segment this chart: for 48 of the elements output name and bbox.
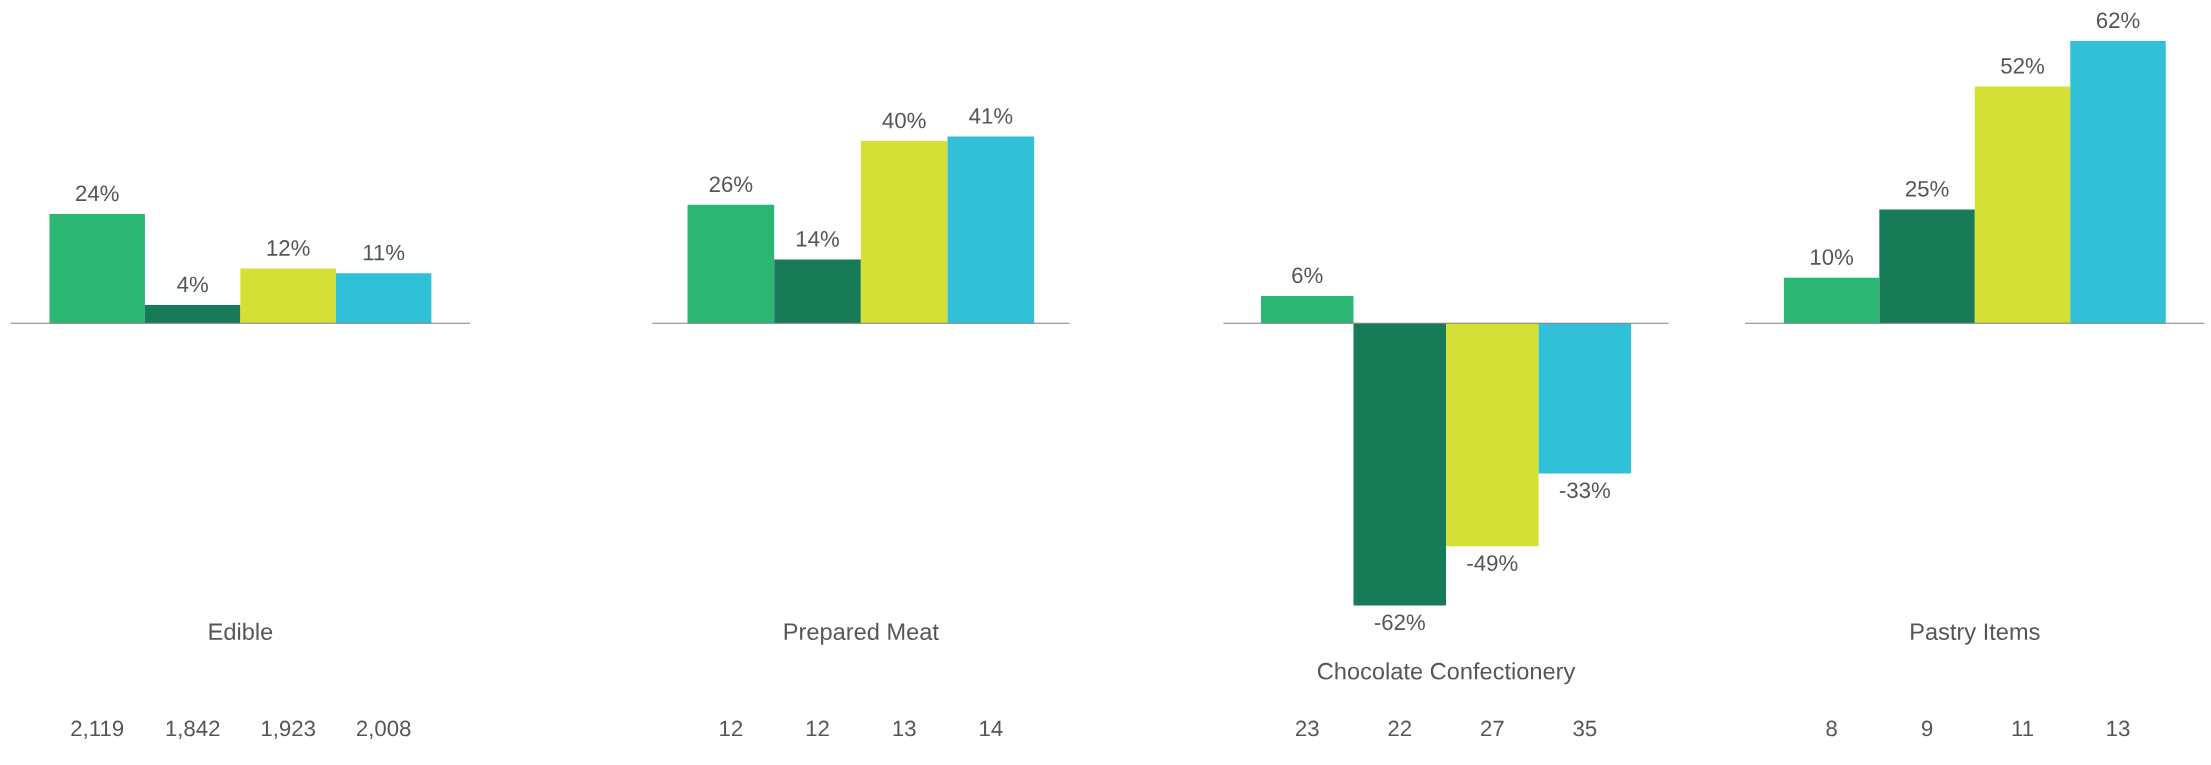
bar	[947, 136, 1035, 324]
bar	[687, 204, 775, 324]
bar	[144, 305, 241, 324]
x-tick-label: 8	[1826, 720, 1837, 737]
x-tick-label: 22	[1388, 720, 1412, 737]
x-tick-label: 11	[2012, 720, 2034, 737]
data-label: 10%	[1811, 249, 1854, 265]
bar	[774, 259, 861, 324]
x-axis-title: Prepared Meat	[784, 622, 939, 645]
data-label: 11%	[363, 244, 405, 261]
x-tick-label: 13	[893, 720, 916, 737]
bar	[335, 273, 432, 324]
x-tick-label: 23	[1295, 720, 1319, 737]
x-axis-title: Chocolate Confectionery	[1317, 662, 1576, 685]
x-tick-label: 35	[1573, 720, 1597, 737]
data-label: 14%	[796, 231, 839, 247]
bar	[1974, 86, 2071, 324]
data-label: -33%	[1559, 482, 1610, 499]
data-label: 24%	[76, 185, 119, 202]
bar	[240, 268, 336, 324]
data-label: 12%	[267, 240, 310, 256]
data-label: -49%	[1467, 555, 1518, 571]
x-tick-label: 27	[1481, 720, 1504, 737]
bar	[860, 141, 948, 324]
data-label: 40%	[882, 112, 926, 129]
data-label: 25%	[1905, 180, 1949, 197]
x-tick-label: 2,119	[71, 720, 124, 739]
data-label: 4%	[177, 276, 208, 293]
bar	[1879, 209, 1975, 324]
bar	[1783, 277, 1880, 324]
data-label: 62%	[2096, 12, 2140, 29]
x-tick-label: 12	[720, 720, 743, 737]
x-tick-label: 9	[1921, 720, 1933, 737]
data-label: 41%	[969, 108, 1013, 124]
x-axis-title: Edible	[209, 622, 273, 641]
data-label: 52%	[2001, 58, 2044, 74]
x-tick-label: 13	[2107, 720, 2130, 737]
x-tick-label: 12	[806, 720, 829, 737]
bar	[2070, 40, 2166, 324]
x-tick-label: 1,842	[166, 720, 220, 739]
x-axis-title: Pastry Items	[1911, 623, 2040, 645]
bar	[49, 213, 145, 324]
data-label: 6%	[1292, 267, 1323, 284]
x-tick-label: 14	[980, 720, 1003, 737]
x-tick-label: 1,923	[262, 720, 315, 739]
data-label: -62%	[1374, 614, 1425, 631]
x-tick-label: 2,008	[356, 720, 411, 739]
data-label: 26%	[709, 176, 753, 193]
